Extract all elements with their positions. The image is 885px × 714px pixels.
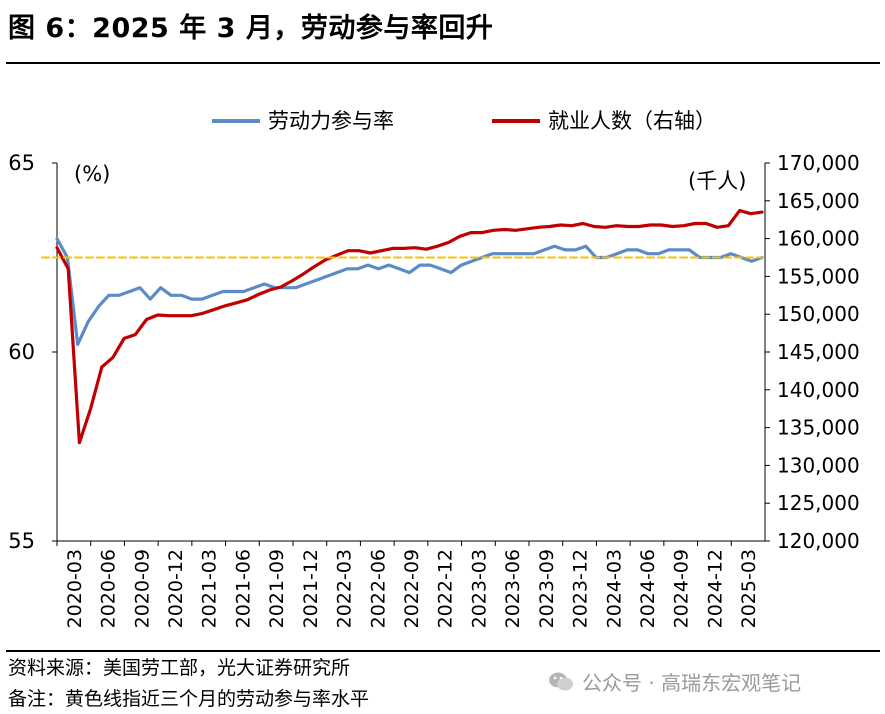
right-tick-label: 140,000 — [777, 378, 860, 402]
right-tick-label: 150,000 — [777, 302, 860, 326]
right-tick-label: 165,000 — [777, 189, 860, 213]
x-tick-label: 2020-06 — [98, 549, 120, 628]
wechat-icon — [549, 672, 573, 690]
x-tick-label: 2022-09 — [401, 549, 423, 628]
watermark: 公众号 · 高瑞东宏观笔记 — [548, 667, 801, 696]
legend-label: 就业人数（右轴） — [548, 109, 716, 133]
x-tick-label: 2022-12 — [435, 549, 457, 628]
right-tick-label: 125,000 — [777, 491, 860, 515]
left-axis-unit: (%) — [74, 162, 110, 186]
footer-divider — [6, 650, 880, 652]
x-tick-label: 2020-03 — [64, 549, 86, 628]
right-tick-label: 130,000 — [777, 453, 860, 477]
left-tick-label: 55 — [8, 529, 35, 553]
legend-label: 劳动力参与率 — [268, 109, 394, 133]
page-title: 图 6：2025 年 3 月，劳动参与率回升 — [8, 13, 494, 44]
source-note: 资料来源：美国劳工部，光大证券研究所 — [8, 657, 351, 679]
x-tick-label: 2024-09 — [671, 549, 693, 628]
left-tick-label: 65 — [8, 151, 35, 175]
right-tick-label: 120,000 — [777, 529, 860, 553]
right-tick-label: 135,000 — [777, 416, 860, 440]
x-tick-label: 2023-12 — [570, 549, 592, 628]
x-tick-label: 2024-12 — [704, 549, 726, 628]
left-tick-label: 60 — [8, 340, 35, 364]
right-tick-label: 145,000 — [777, 340, 860, 364]
x-tick-label: 2021-12 — [300, 549, 322, 628]
x-tick-label: 2020-12 — [165, 549, 187, 628]
chart: 劳动力参与率 就业人数（右轴） 55 60 65 120,000 125,000 130,0… — [8, 109, 859, 628]
right-tick-label: 155,000 — [777, 264, 860, 288]
x-tick-label: 2021-06 — [232, 549, 254, 628]
x-tick-label: 2022-03 — [334, 549, 356, 628]
remark-note: 备注：黄色线指近三个月的劳动参与率水平 — [8, 688, 370, 710]
series-line-participation — [55, 237, 764, 346]
x-tick-label: 2023-03 — [468, 549, 490, 628]
right-tick-label: 160,000 — [777, 227, 860, 251]
x-tick-label: 2025-03 — [738, 549, 760, 628]
x-tick-label: 2022-06 — [367, 549, 389, 628]
x-tick-label: 2023-09 — [536, 549, 558, 628]
right-axis-unit: (千人) — [688, 169, 746, 193]
x-tick-label: 2024-06 — [637, 549, 659, 628]
chart-legend: 劳动力参与率 就业人数（右轴） — [212, 109, 716, 133]
chart-axes: 55 60 65 120,000 125,000 130,000 135,000 140,00… — [8, 151, 859, 628]
watermark-text: 公众号 · 高瑞东宏观笔记 — [582, 671, 802, 695]
chart-series — [41, 209, 764, 445]
x-tick-label: 2021-09 — [266, 549, 288, 628]
x-tick-label: 2023-06 — [502, 549, 524, 628]
title-divider — [6, 62, 880, 64]
x-tick-label: 2024-03 — [603, 549, 625, 628]
x-tick-label: 2020-09 — [131, 549, 153, 628]
right-tick-label: 170,000 — [777, 151, 860, 175]
x-tick-label: 2021-03 — [199, 549, 221, 628]
series-line-employment — [55, 209, 764, 445]
